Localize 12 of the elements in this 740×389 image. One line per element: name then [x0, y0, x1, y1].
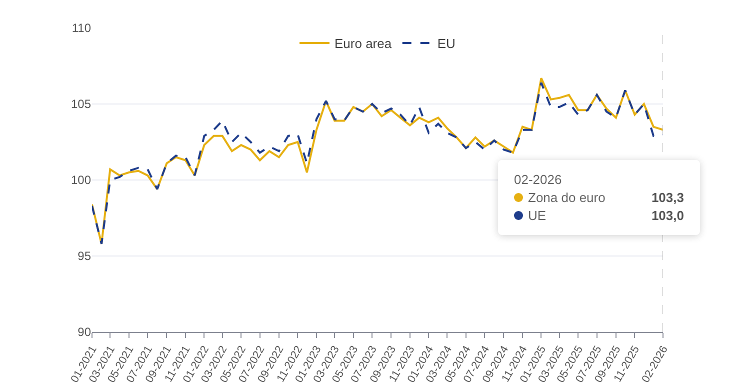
- legend-label: EU: [437, 36, 456, 52]
- y-tick-label: 95: [78, 249, 92, 264]
- annotation: 103,3: [651, 190, 684, 205]
- annotation: 103,0: [651, 208, 684, 223]
- annotation: UE: [528, 208, 546, 223]
- y-tick-label: 105: [70, 97, 92, 112]
- y-tick-label: 110: [72, 21, 92, 36]
- legend-label: Euro area: [334, 36, 392, 52]
- annotation: Zona do euro: [528, 190, 606, 205]
- y-tick-label: 100: [70, 173, 92, 188]
- annotation: 02-2026: [514, 172, 563, 187]
- y-tick-label: 90: [78, 325, 92, 340]
